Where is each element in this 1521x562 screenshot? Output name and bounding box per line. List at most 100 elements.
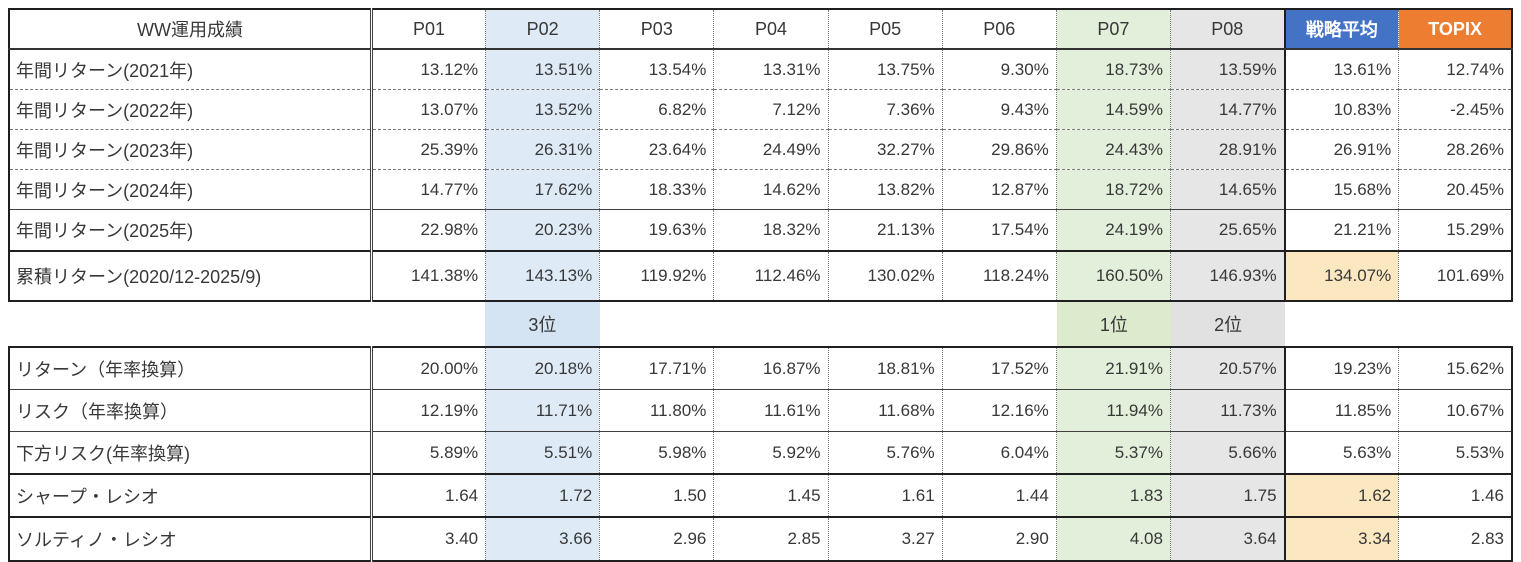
value-cell: 24.19% <box>1055 209 1171 252</box>
value-cell: 11.80% <box>599 389 714 432</box>
row-label: 年間リターン(2024年) <box>9 169 372 210</box>
value-cell: 1.75 <box>1169 474 1285 518</box>
column-header-p06: P06 <box>941 9 1057 50</box>
value-cell: 13.52% <box>485 89 600 130</box>
column-header-p03: P03 <box>599 9 714 50</box>
value-cell: 14.65% <box>1169 169 1285 210</box>
row-label: 年間リターン(2022年) <box>9 89 372 130</box>
value-cell: 5.98% <box>599 431 714 475</box>
value-cell: 24.43% <box>1055 129 1171 170</box>
value-cell: 1.46 <box>1398 474 1512 518</box>
value-cell-highlighted: 1.62 <box>1283 474 1399 518</box>
value-cell: 20.00% <box>369 347 486 390</box>
row-annual-return-2021: 年間リターン(2021年) 13.12% 13.51% 13.54% 13.31… <box>9 49 1512 90</box>
value-cell: 7.12% <box>713 89 829 130</box>
row-label: リターン（年率換算） <box>9 347 372 390</box>
value-cell: 11.73% <box>1169 389 1285 432</box>
row-risk-annualized: リスク（年率換算） 12.19% 11.71% 11.80% 11.61% 11… <box>9 389 1512 432</box>
value-cell: 26.91% <box>1283 129 1399 170</box>
row-annual-return-2024: 年間リターン(2024年) 14.77% 17.62% 18.33% 14.62… <box>9 169 1512 210</box>
column-header-strategy-average: 戦略平均 <box>1283 9 1399 50</box>
value-cell: 5.66% <box>1169 431 1285 475</box>
value-cell: 5.92% <box>713 431 829 475</box>
value-cell: 14.62% <box>713 169 829 210</box>
row-label: ソルティノ・レシオ <box>16 530 177 550</box>
value-cell: 14.77% <box>1169 89 1285 130</box>
value-cell: 21.13% <box>827 209 943 252</box>
rank-badge-p07: 1位 <box>1056 302 1172 346</box>
value-cell: 24.49% <box>713 129 829 170</box>
value-cell: 15.68% <box>1283 169 1399 210</box>
row-sortino-ratio: ソルティノ・レシオ 3.40 3.66 2.96 2.85 3.27 2.90 … <box>9 517 1512 561</box>
value-cell: 6.04% <box>941 431 1057 475</box>
value-cell: 20.18% <box>485 347 600 390</box>
value-cell: 1.61 <box>827 474 943 518</box>
row-return-annualized: リターン（年率換算） 20.00% 20.18% 17.71% 16.87% 1… <box>9 347 1512 390</box>
value-cell: 2.85 <box>713 517 829 561</box>
value-cell: 10.67% <box>1398 389 1512 432</box>
value-cell: 25.65% <box>1169 209 1285 252</box>
value-cell: 141.38% <box>369 251 486 301</box>
value-cell: 119.92% <box>599 251 714 301</box>
value-cell: 13.51% <box>485 49 600 90</box>
value-cell: 18.32% <box>713 209 829 252</box>
value-cell: -2.45% <box>1398 89 1512 130</box>
row-annual-return-2022: 年間リターン(2022年) 13.07% 13.52% 6.82% 7.12% … <box>9 89 1512 130</box>
value-cell: 1.72 <box>485 474 600 518</box>
value-cell: 13.59% <box>1169 49 1285 90</box>
row-label: リスク（年率換算） <box>9 389 372 432</box>
value-cell: 20.45% <box>1398 169 1512 210</box>
value-cell: 160.50% <box>1055 251 1171 301</box>
value-cell: 5.37% <box>1055 431 1171 475</box>
rank-badge-p08: 2位 <box>1171 302 1286 346</box>
row-label: 年間リターン(2021年) <box>9 49 372 90</box>
row-annual-return-2025: 年間リターン(2025年) 22.98% 20.23% 19.63% 18.32… <box>9 209 1512 252</box>
value-cell: 4.08 <box>1055 517 1171 561</box>
value-cell: 16.87% <box>713 347 829 390</box>
value-cell: 12.74% <box>1398 49 1512 90</box>
value-cell: 13.31% <box>713 49 829 90</box>
value-cell: 11.61% <box>713 389 829 432</box>
value-cell: 130.02% <box>827 251 943 301</box>
value-cell-highlighted: 134.07% <box>1283 251 1399 301</box>
stats-table: リターン（年率換算） 20.00% 20.18% 17.71% 16.87% 1… <box>8 346 1513 562</box>
value-cell: 11.85% <box>1283 389 1399 432</box>
row-sharpe-ratio: シャープ・レシオ 1.64 1.72 1.50 1.45 1.61 1.44 1… <box>9 474 1512 518</box>
value-cell: 1.45 <box>713 474 829 518</box>
value-cell: 101.69% <box>1398 251 1512 301</box>
row-label: 下方リスク(年率換算) <box>9 431 372 475</box>
value-cell: 28.26% <box>1398 129 1512 170</box>
value-cell: 5.51% <box>485 431 600 475</box>
column-header-p08: P08 <box>1169 9 1285 50</box>
value-cell: 6.82% <box>599 89 714 130</box>
value-cell: 3.64 <box>1169 517 1285 561</box>
value-cell: 20.57% <box>1169 347 1285 390</box>
column-header-p04: P04 <box>713 9 829 50</box>
returns-table: WW運用成績 P01 P02 P03 P04 P05 P06 P07 P08 戦… <box>8 8 1513 302</box>
value-cell: 5.63% <box>1283 431 1399 475</box>
value-cell: 13.75% <box>827 49 943 90</box>
value-cell: 13.12% <box>369 49 486 90</box>
value-cell: 143.13% <box>485 251 600 301</box>
value-cell: 21.91% <box>1055 347 1171 390</box>
value-cell: 9.30% <box>941 49 1057 90</box>
value-cell: 18.72% <box>1055 169 1171 210</box>
value-cell: 28.91% <box>1169 129 1285 170</box>
column-header-p02: P02 <box>485 9 600 50</box>
row-annual-return-2023: 年間リターン(2023年) 25.39% 26.31% 23.64% 24.49… <box>9 129 1512 170</box>
row-downside-risk: 下方リスク(年率換算) 5.89% 5.51% 5.98% 5.92% 5.76… <box>9 431 1512 475</box>
value-cell: 146.93% <box>1169 251 1285 301</box>
header-row: WW運用成績 P01 P02 P03 P04 P05 P06 P07 P08 戦… <box>9 9 1512 50</box>
value-cell: 17.54% <box>941 209 1057 252</box>
value-cell: 1.50 <box>599 474 714 518</box>
value-cell: 13.82% <box>827 169 943 210</box>
value-cell: 19.23% <box>1283 347 1399 390</box>
value-cell: 32.27% <box>827 129 943 170</box>
value-cell: 17.62% <box>485 169 600 210</box>
column-header-topix: TOPIX <box>1398 9 1512 50</box>
value-cell: 11.68% <box>827 389 943 432</box>
value-cell: 29.86% <box>941 129 1057 170</box>
rank-badge-p02: 3位 <box>485 302 600 346</box>
column-header-p05: P05 <box>827 9 943 50</box>
